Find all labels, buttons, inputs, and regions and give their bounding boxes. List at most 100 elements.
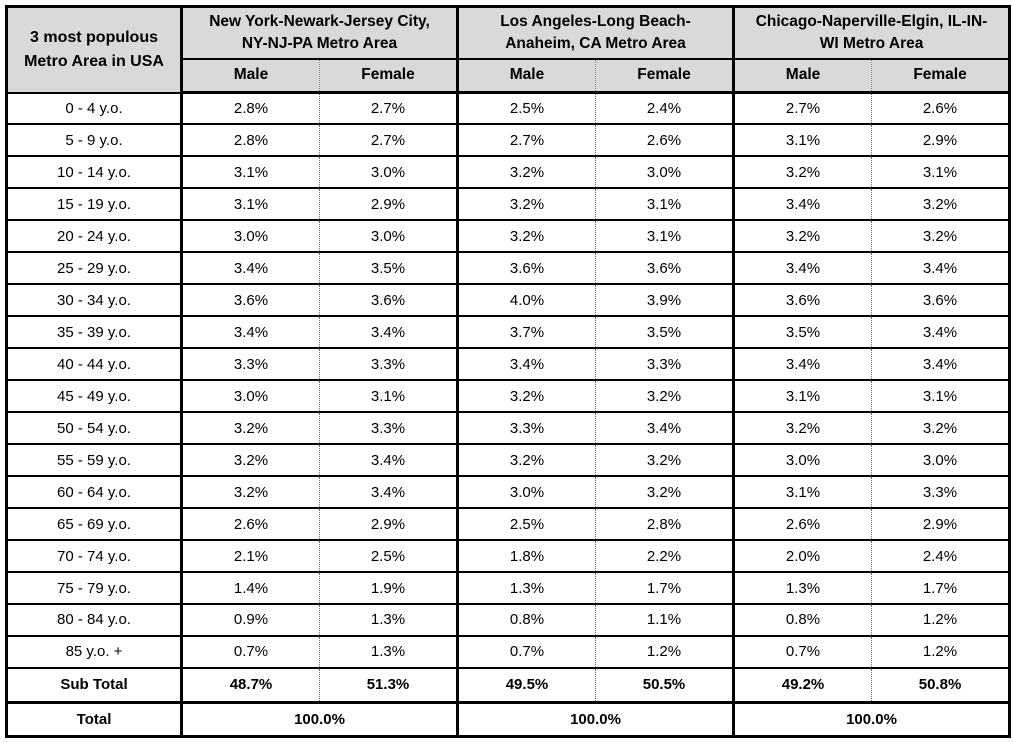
value-cell: 3.2%	[871, 219, 1010, 253]
table-row: 70 - 74 y.o. 2.1% 2.5% 1.8% 2.2% 2.0% 2.4%	[6, 539, 1010, 573]
metro-header-newyork: New York-Newark-Jersey City, NY-NJ-PA Me…	[180, 6, 458, 60]
value-cell: 0.7%	[180, 634, 320, 668]
corner-header-line2: Metro Area in USA	[24, 52, 164, 70]
value-cell: 3.2%	[456, 443, 596, 477]
value-cell: 3.4%	[319, 443, 458, 477]
age-cell: 30 - 34 y.o.	[6, 283, 182, 317]
table-container: 3 most populous Metro Area in USA New Yo…	[5, 5, 1012, 738]
value-cell: 1.1%	[594, 603, 734, 636]
age-cell: 15 - 19 y.o.	[6, 187, 182, 221]
value-cell: 1.8%	[456, 539, 596, 573]
value-cell: 3.4%	[732, 187, 872, 221]
age-cell: 85 y.o. +	[6, 634, 182, 668]
value-cell: 3.1%	[594, 219, 734, 253]
table-row: 40 - 44 y.o. 3.3% 3.3% 3.4% 3.3% 3.4% 3.4%	[6, 347, 1010, 381]
table-row: 25 - 29 y.o. 3.4% 3.5% 3.6% 3.6% 3.4% 3.4%	[6, 251, 1010, 285]
age-cell: 55 - 59 y.o.	[6, 443, 182, 477]
value-cell: 2.5%	[456, 91, 596, 125]
table-row: 45 - 49 y.o. 3.0% 3.1% 3.2% 3.2% 3.1% 3.1%	[6, 379, 1010, 413]
table-row: 20 - 24 y.o. 3.0% 3.0% 3.2% 3.1% 3.2% 3.2%	[6, 219, 1010, 253]
value-cell: 3.6%	[456, 251, 596, 285]
value-cell: 3.2%	[180, 475, 320, 509]
value-cell: 3.3%	[180, 347, 320, 381]
age-cell: 45 - 49 y.o.	[6, 379, 182, 413]
value-cell: 3.0%	[871, 443, 1010, 477]
value-cell: 0.7%	[456, 634, 596, 668]
table-row: 65 - 69 y.o. 2.6% 2.9% 2.5% 2.8% 2.6% 2.9%	[6, 507, 1010, 541]
value-cell: 3.2%	[871, 187, 1010, 221]
subtotal-value: 50.8%	[871, 666, 1010, 703]
value-cell: 3.0%	[319, 155, 458, 189]
subtotal-value: 51.3%	[319, 666, 458, 703]
value-cell: 4.0%	[456, 283, 596, 317]
value-cell: 2.5%	[456, 507, 596, 541]
value-cell: 2.9%	[871, 507, 1010, 541]
value-cell: 2.9%	[319, 507, 458, 541]
value-cell: 2.8%	[180, 91, 320, 125]
value-cell: 3.5%	[319, 251, 458, 285]
value-cell: 3.1%	[871, 379, 1010, 413]
value-cell: 2.0%	[732, 539, 872, 573]
age-cell: 20 - 24 y.o.	[6, 219, 182, 253]
value-cell: 2.4%	[594, 91, 734, 125]
subtotal-row: Sub Total 48.7% 51.3% 49.5% 50.5% 49.2% …	[6, 666, 1010, 703]
value-cell: 3.6%	[594, 251, 734, 285]
total-value: 100.0%	[180, 700, 458, 737]
value-cell: 2.5%	[319, 539, 458, 573]
value-cell: 3.0%	[180, 219, 320, 253]
value-cell: 3.2%	[594, 475, 734, 509]
value-cell: 3.3%	[319, 411, 458, 445]
value-cell: 3.5%	[732, 315, 872, 349]
value-cell: 2.9%	[319, 187, 458, 221]
age-cell: 80 - 84 y.o.	[6, 603, 182, 636]
value-cell: 2.7%	[456, 123, 596, 157]
table-row: 10 - 14 y.o. 3.1% 3.0% 3.2% 3.0% 3.2% 3.1%	[6, 155, 1010, 189]
value-cell: 2.6%	[732, 507, 872, 541]
value-cell: 1.2%	[871, 603, 1010, 636]
subtotal-value: 49.5%	[456, 666, 596, 703]
value-cell: 0.7%	[732, 634, 872, 668]
value-cell: 3.4%	[319, 315, 458, 349]
age-cell: 75 - 79 y.o.	[6, 571, 182, 604]
value-cell: 3.7%	[456, 315, 596, 349]
sex-header-male-chi: Male	[732, 58, 872, 94]
age-cell: 65 - 69 y.o.	[6, 507, 182, 541]
value-cell: 3.3%	[319, 347, 458, 381]
table-row: 30 - 34 y.o. 3.6% 3.6% 4.0% 3.9% 3.6% 3.6%	[6, 283, 1010, 317]
value-cell: 2.4%	[871, 539, 1010, 573]
table-row: 0 - 4 y.o. 2.8% 2.7% 2.5% 2.4% 2.7% 2.6%	[6, 91, 1010, 125]
value-cell: 2.6%	[871, 91, 1010, 125]
value-cell: 3.0%	[319, 219, 458, 253]
value-cell: 3.0%	[594, 155, 734, 189]
value-cell: 3.2%	[456, 187, 596, 221]
age-cell: 50 - 54 y.o.	[6, 411, 182, 445]
value-cell: 2.6%	[180, 507, 320, 541]
value-cell: 3.4%	[871, 315, 1010, 349]
value-cell: 3.5%	[594, 315, 734, 349]
value-cell: 2.6%	[594, 123, 734, 157]
value-cell: 3.1%	[732, 379, 872, 413]
value-cell: 3.6%	[180, 283, 320, 317]
value-cell: 3.4%	[319, 475, 458, 509]
total-value: 100.0%	[455, 700, 734, 737]
value-cell: 3.4%	[594, 411, 734, 445]
sex-header-male-la: Male	[456, 58, 596, 94]
value-cell: 0.9%	[180, 603, 320, 636]
table-row: 55 - 59 y.o. 3.2% 3.4% 3.2% 3.2% 3.0% 3.0%	[6, 443, 1010, 477]
corner-header-line1: 3 most populous	[30, 28, 158, 46]
sex-header-female-la: Female	[594, 58, 734, 94]
value-cell: 3.1%	[732, 123, 872, 157]
total-row: Total 100.0% 100.0% 100.0%	[6, 700, 1010, 737]
value-cell: 3.2%	[456, 155, 596, 189]
age-cell: 5 - 9 y.o.	[6, 123, 182, 157]
value-cell: 2.2%	[594, 539, 734, 573]
subtotal-value: 48.7%	[180, 666, 320, 703]
age-cell: 0 - 4 y.o.	[6, 91, 182, 125]
value-cell: 1.4%	[180, 571, 320, 604]
value-cell: 2.7%	[732, 91, 872, 125]
value-cell: 3.2%	[180, 411, 320, 445]
value-cell: 3.1%	[732, 475, 872, 509]
sex-header-female-chi: Female	[871, 58, 1010, 94]
value-cell: 3.6%	[732, 283, 872, 317]
value-cell: 1.2%	[594, 634, 734, 668]
